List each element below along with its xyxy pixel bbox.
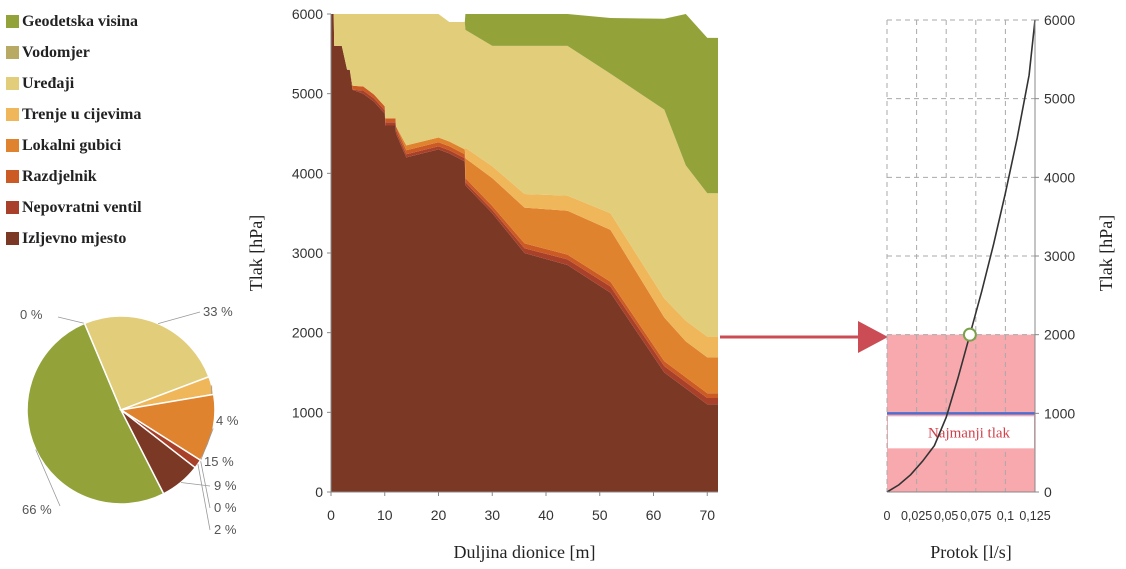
legend-swatch (6, 201, 19, 214)
area-series (331, 14, 718, 194)
x-tick-label: 70 (699, 507, 715, 523)
y-tick-label: 0 (1044, 484, 1052, 500)
pie-leader-line (157, 311, 201, 324)
legend-item: Geodetska visina (6, 6, 142, 37)
pie-leader-line (199, 428, 214, 463)
area-series (331, 14, 718, 405)
y-tick-label: 6000 (292, 6, 323, 22)
pie-chart: 66 % 0 % 33 % 4 % 15 % 0 % 2 % 9 % (20, 304, 239, 537)
pie-leader-line (180, 482, 211, 487)
y-tick-label: 0 (315, 484, 323, 500)
legend-item: Izljevno mjesto (6, 223, 142, 254)
legend-label: Uređaji (22, 74, 75, 92)
pie-slice-label: 0 % (214, 500, 237, 515)
min-pressure-label: Najmanji tlak (928, 425, 1011, 441)
pressure-flow-curve (886, 19, 1036, 493)
legend-label: Trenje u cijevima (22, 105, 142, 123)
legend-swatch (6, 170, 19, 183)
legend-item: Uređaji (6, 68, 142, 99)
pie-slice-label: 2 % (214, 522, 237, 537)
legend-label: Izljevno mjesto (22, 229, 127, 247)
legend: Geodetska visina Vodomjer Uređaji Trenje u … (6, 6, 142, 254)
legend-item: Vodomjer (6, 37, 142, 68)
pie-slice (120, 409, 197, 495)
pie-leader-line (197, 463, 211, 531)
y-tick-label: 5000 (1044, 91, 1075, 107)
legend-swatch (6, 77, 19, 90)
y-tick-label: 2000 (292, 325, 323, 341)
x-axis-title: Protok [l/s] (930, 542, 1012, 562)
legend-swatch (6, 15, 19, 28)
legend-swatch (6, 139, 19, 152)
pie-slice-label: 66 % (22, 502, 52, 517)
legend-label: Nepovratni ventil (22, 198, 142, 216)
legend-swatch (6, 232, 19, 245)
x-tick-label: 0 (884, 509, 891, 523)
y-tick-label: 1000 (1044, 405, 1075, 421)
stacked-area-chart: 0 1000 2000 3000 4000 5000 6000 0 10 20 30 40 50 60 70… (246, 6, 718, 562)
pie-slice (83, 315, 210, 411)
area-series (331, 14, 718, 398)
min-pressure-label-box (888, 416, 1034, 449)
pie-leader-line (35, 449, 61, 507)
x-tick-label: 0,1 (997, 509, 1014, 523)
area-series (331, 14, 718, 394)
y-axis-title: Tlak [hPa] (246, 215, 266, 291)
y-tick-label: 5000 (292, 86, 323, 102)
pie-slice-label: 0 % (20, 307, 43, 322)
legend-item: Trenje u cijevima (6, 99, 142, 130)
legend-swatch (6, 108, 19, 121)
x-tick-label: 40 (538, 507, 554, 523)
x-tick-label: 20 (431, 507, 447, 523)
legend-label: Vodomjer (22, 43, 90, 61)
y-tick-label: 3000 (1044, 248, 1075, 264)
y-tick-label: 4000 (1044, 169, 1075, 185)
y-tick-label: 4000 (292, 165, 323, 181)
operating-point (962, 327, 977, 342)
x-tick-label: 0 (327, 507, 335, 523)
legend-label: Geodetska visina (22, 12, 139, 30)
x-tick-label: 0,075 (960, 509, 991, 523)
x-axis-title: Duljina dionice [m] (454, 542, 596, 562)
x-tick-label: 0,05 (934, 509, 958, 523)
pie-slice-label: 4 % (216, 413, 239, 428)
legend-item: Lokalni gubici (6, 130, 142, 161)
x-tick-label: 0,025 (901, 509, 932, 523)
arrow-head-icon (858, 321, 888, 353)
pie-leader-line (57, 316, 85, 324)
area-series (331, 14, 718, 358)
x-tick-label: 60 (646, 507, 662, 523)
pie-slice-label: 33 % (203, 304, 233, 319)
y-tick-label: 3000 (292, 245, 323, 261)
x-tick-label: 0,125 (1019, 509, 1050, 523)
legend-item: Nepovratni ventil (6, 192, 142, 223)
y-tick-label: 1000 (292, 404, 323, 420)
pie-leader-line (200, 460, 211, 509)
x-tick-label: 10 (377, 507, 393, 523)
pie-slice-label: 15 % (204, 454, 234, 469)
x-tick-label: 30 (484, 507, 500, 523)
legend-label: Razdjelnik (22, 167, 97, 185)
legend-item: Razdjelnik (6, 161, 142, 192)
y-axis-title: Tlak [hPa] (1096, 215, 1116, 291)
x-tick-label: 50 (592, 507, 608, 523)
y-tick-label: 6000 (1044, 12, 1075, 28)
area-series (331, 14, 718, 337)
y-tick-label: 2000 (1044, 327, 1075, 343)
legend-swatch (6, 46, 19, 59)
connector-arrow (720, 321, 888, 353)
pie-slice-label: 9 % (214, 478, 237, 493)
legend-label: Lokalni gubici (22, 136, 122, 154)
